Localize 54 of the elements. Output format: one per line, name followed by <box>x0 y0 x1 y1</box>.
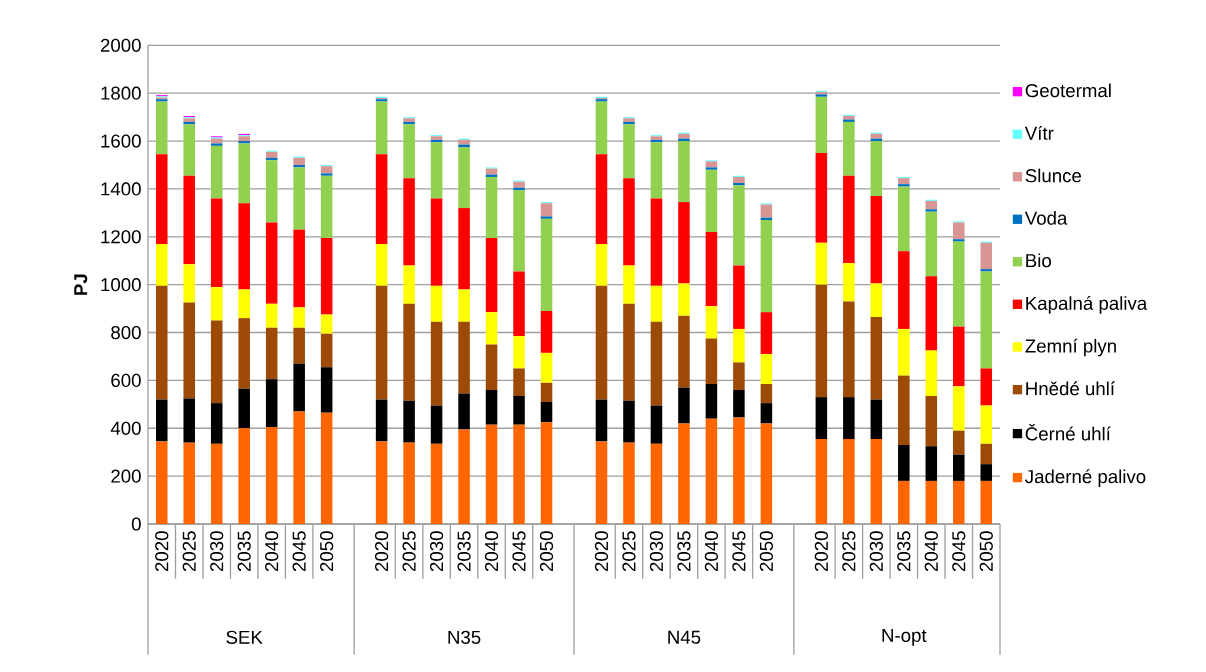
y-tick-label: 800 <box>111 325 141 340</box>
y-tick-label: 1400 <box>101 182 141 196</box>
x-tick-label: 2050 <box>759 531 774 572</box>
x-tick-label: 2025 <box>842 531 856 572</box>
legend-label: Zemní plyn <box>1025 338 1116 357</box>
x-tick-label: 2040 <box>265 531 279 572</box>
y-tick-label: 1000 <box>101 278 141 292</box>
x-tick-label: 2050 <box>539 531 554 572</box>
legend-label: Jaderné palivo <box>1025 469 1146 487</box>
x-tick-label: 2045 <box>952 531 966 572</box>
x-tick-label: 2030 <box>649 531 664 572</box>
y-tick-label: 2000 <box>100 38 141 52</box>
y-tick-label: 400 <box>110 421 141 435</box>
x-tick-label: 2050 <box>320 531 334 572</box>
x-tick-label: 2025 <box>402 531 416 572</box>
legend-label: Černé uhlí <box>1025 424 1111 441</box>
text: N-opt <box>882 628 927 646</box>
x-tick-label: 2030 <box>210 531 224 572</box>
x-tick-label: 2035 <box>237 531 251 572</box>
text: N45 <box>668 630 701 644</box>
y-tick-label: 200 <box>111 469 141 483</box>
text: N35 <box>448 630 481 644</box>
text: SEK <box>226 630 263 644</box>
x-tick-label: 2040 <box>924 531 938 572</box>
y-axis-title: PJ <box>74 274 88 295</box>
x-tick-label: 2020 <box>594 531 609 572</box>
x-tick-label: 2035 <box>457 531 471 572</box>
y-tick-label: 1600 <box>101 134 141 148</box>
x-tick-label: 2045 <box>732 531 746 572</box>
legend-label: Kapalná paliva <box>1026 296 1148 314</box>
y-tick-label: 600 <box>111 373 141 388</box>
legend-label: Slunce <box>1025 168 1082 183</box>
x-tick-label: 2030 <box>429 531 444 572</box>
x-tick-label: 2030 <box>869 531 883 572</box>
x-tick-label: 2020 <box>374 531 389 572</box>
x-tick-label: 2050 <box>979 531 993 572</box>
x-tick-label: 2020 <box>814 531 828 572</box>
legend-label: Bio <box>1026 253 1051 268</box>
legend-label: Vítr <box>1024 125 1054 140</box>
y-tick-label: 1200 <box>101 230 141 244</box>
y-tick-label: 0 <box>131 517 141 531</box>
x-tick-label: 2045 <box>512 531 526 572</box>
y-tick-label: 1800 <box>101 86 141 100</box>
x-tick-label: 2040 <box>704 531 719 572</box>
legend-label: Hnědé uhlí <box>1026 381 1115 396</box>
legend-label: Voda <box>1024 211 1068 225</box>
x-tick-label: 2045 <box>292 531 306 572</box>
x-tick-label: 2035 <box>897 531 911 572</box>
x-tick-label: 2025 <box>182 531 196 572</box>
legend-label: Geotermal <box>1025 83 1111 98</box>
x-tick-label: 2040 <box>484 531 499 572</box>
x-tick-label: 2020 <box>155 531 169 572</box>
x-tick-label: 2035 <box>677 531 691 572</box>
x-tick-label: 2025 <box>622 531 636 572</box>
